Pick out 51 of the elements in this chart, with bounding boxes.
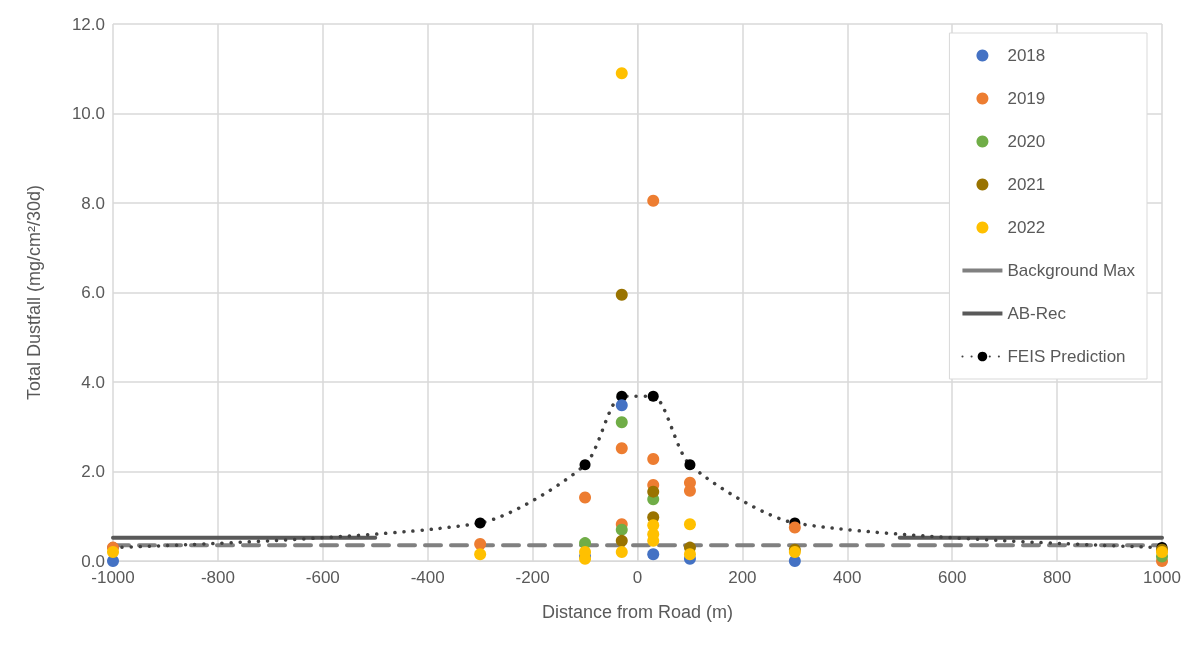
point	[683, 548, 696, 561]
y-tick-label: 4.0	[81, 372, 105, 392]
legend-label: FEIS Prediction	[1007, 347, 1126, 366]
point	[684, 459, 696, 471]
y-tick-label: 8.0	[81, 193, 105, 213]
point	[647, 390, 659, 402]
point	[647, 485, 660, 498]
point	[615, 399, 628, 412]
y-tick-label: 2.0	[81, 462, 105, 481]
point	[615, 288, 628, 301]
point	[788, 521, 801, 534]
point	[615, 546, 628, 559]
x-tick-label: 0	[632, 568, 643, 587]
x-tick-label: 800	[1042, 568, 1072, 587]
x-tick-label: -1000	[91, 568, 135, 587]
point	[615, 534, 628, 547]
y-tick-label: 12.0	[71, 14, 105, 34]
point	[615, 416, 628, 429]
point	[474, 548, 487, 561]
x-tick-label: -600	[305, 568, 340, 587]
point	[579, 459, 591, 471]
x-tick-label: 200	[728, 568, 757, 587]
x-axis-title: Distance from Road (m)	[541, 602, 734, 622]
legend-label: 2022	[1007, 218, 1046, 237]
x-tick-label: -200	[515, 568, 550, 587]
x-tick-label: 400	[833, 568, 862, 587]
point	[615, 442, 628, 455]
x-tick-label: 600	[938, 568, 967, 587]
legend-label: 2018	[1007, 46, 1046, 65]
legend-label: 2019	[1007, 89, 1046, 108]
y-tick-label: 0.0	[81, 551, 105, 571]
point	[647, 194, 660, 207]
legend-label: 2020	[1007, 132, 1046, 151]
x-tick-label: 1000	[1143, 568, 1181, 587]
point	[474, 517, 486, 529]
legend-label: Background Max	[1007, 261, 1136, 280]
y-tick-label: 10.0	[71, 104, 105, 123]
y-tick-label: 6.0	[81, 283, 105, 302]
point	[647, 452, 660, 465]
point	[474, 538, 487, 550]
point	[615, 67, 628, 80]
legend-label: 2021	[1007, 175, 1046, 194]
legend-label: AB-Rec	[1007, 304, 1067, 323]
point	[647, 548, 660, 561]
point	[615, 523, 628, 536]
point	[107, 546, 119, 559]
x-tick-label: -400	[410, 568, 445, 587]
x-tick-label: -800	[200, 568, 235, 587]
point	[579, 491, 592, 504]
y-axis-title: Total Dustfall (mg/cm²/30d)	[24, 184, 44, 401]
point	[683, 518, 696, 531]
